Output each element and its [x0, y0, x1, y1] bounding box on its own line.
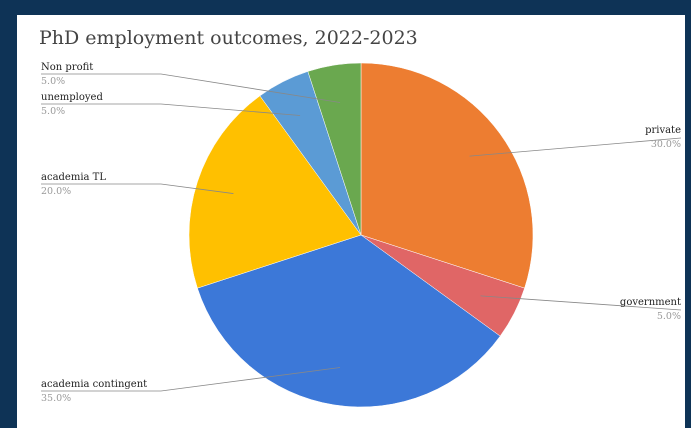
leader-line-private	[469, 137, 682, 157]
slice-percent-government: 5.0%	[657, 311, 681, 322]
leader-line-academia-tl	[41, 183, 234, 194]
pie-chart: private 30.0% government 5.0% academia conti…	[41, 62, 682, 408]
pie-slice-private	[360, 62, 534, 289]
slice-label-private: private	[645, 125, 681, 136]
slice-percent-academia-contingent: 35.0%	[41, 393, 71, 404]
slice-percent-private: 30.0%	[651, 139, 681, 150]
chart-title: PhD employment outcomes, 2022-2023	[39, 27, 418, 49]
slice-percent-academia-tl: 20.0%	[41, 186, 71, 197]
slice-percent-unemployed: 5.0%	[41, 106, 65, 117]
slice-label-unemployed: unemployed	[41, 92, 103, 103]
slice-label-government: government	[620, 297, 681, 308]
leader-line-government	[480, 295, 682, 311]
pie-slice-academia-contingent	[197, 234, 501, 408]
leader-line-non-profit	[41, 73, 341, 103]
pie-slice-non-profit	[307, 62, 362, 236]
pie-slice-academia-tl	[188, 95, 362, 289]
chart-panel: PhD employment outcomes, 2022-2023 priva…	[17, 15, 685, 428]
slice-percent-non-profit: 5.0%	[41, 76, 65, 87]
slice-label-non-profit: Non profit	[41, 62, 93, 73]
leader-line-unemployed	[41, 103, 301, 116]
slice-label-academia-tl: academia TL	[41, 172, 106, 183]
slice-label-academia-contingent: academia contingent	[41, 379, 147, 390]
leader-line-academia-contingent	[41, 367, 341, 392]
